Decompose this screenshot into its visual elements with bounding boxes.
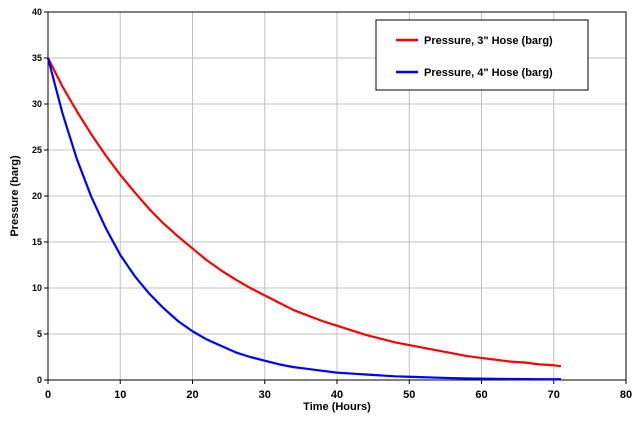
x-tick-label: 40 — [331, 389, 343, 401]
legend-label-1: Pressure, 3" Hose (barg) — [424, 35, 553, 47]
x-tick-label: 30 — [259, 389, 271, 401]
x-tick-label: 50 — [403, 389, 415, 401]
y-tick-label: 40 — [32, 7, 42, 17]
y-tick-label: 25 — [32, 145, 42, 155]
x-axis-label: Time (Hours) — [303, 401, 371, 413]
y-tick-label: 20 — [32, 191, 42, 201]
y-tick-label: 15 — [32, 237, 42, 247]
x-tick-label: 20 — [186, 389, 198, 401]
series-line-1 — [47, 57, 562, 368]
x-tick-label: 60 — [475, 389, 487, 401]
y-tick-label: 5 — [37, 329, 42, 339]
y-axis-ticks: 0 5 10 15 20 25 30 35 40 — [32, 7, 48, 385]
x-axis-ticks: 0 10 20 30 40 50 60 70 80 — [45, 380, 632, 401]
series-line-2 — [46, 57, 561, 381]
legend: Pressure, 3" Hose (barg) Pressure, 4" Hos… — [375, 19, 589, 91]
x-tick-label: 70 — [548, 389, 560, 401]
x-tick-label: 80 — [620, 389, 632, 401]
y-axis-label: Pressure (barg) — [9, 155, 21, 237]
series-group — [46, 57, 562, 381]
y-tick-label: 35 — [32, 53, 42, 63]
y-tick-label: 0 — [37, 375, 42, 385]
x-tick-label: 0 — [45, 389, 51, 401]
legend-box — [375, 19, 589, 91]
x-tick-label: 10 — [114, 389, 126, 401]
legend-label-2: Pressure, 4" Hose (barg) — [424, 67, 553, 79]
y-tick-label: 30 — [32, 99, 42, 109]
y-tick-label: 10 — [32, 283, 42, 293]
